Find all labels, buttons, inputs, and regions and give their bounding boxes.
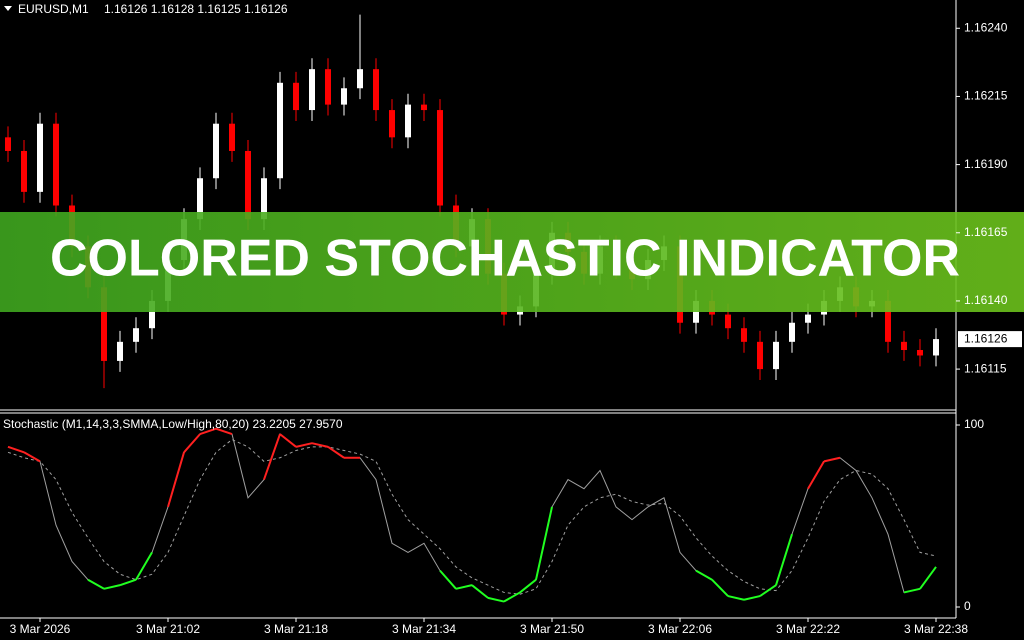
stoch-colored-segment (823, 456, 841, 463)
candle-body (389, 110, 395, 138)
candle-body (325, 69, 331, 105)
stoch-colored-segment (903, 587, 921, 594)
x-tick-label: 3 Mar 21:50 (520, 622, 584, 636)
candle-body (917, 350, 923, 356)
y-tick-label: 1.16140 (964, 293, 1008, 307)
stoch-colored-segment (807, 460, 825, 490)
y-tick-label: 1.16190 (964, 157, 1008, 171)
stoch-colored-segment (775, 533, 793, 586)
stoch-colored-segment (519, 578, 537, 594)
candle-body (117, 341, 123, 361)
y-tick-label: 0 (964, 599, 971, 613)
y-tick-label: 100 (964, 417, 984, 431)
stoch-colored-segment (535, 506, 553, 580)
x-tick-label: 3 Mar 21:02 (136, 622, 200, 636)
stoch-colored-segment (199, 427, 217, 436)
candle-body (197, 178, 203, 220)
candle-body (213, 123, 219, 179)
candle-body (789, 322, 795, 342)
candle-body (21, 150, 27, 192)
stoch-colored-segment (215, 427, 233, 436)
stoch-colored-segment (503, 591, 521, 603)
ohlc: 1.16126 1.16128 1.16125 1.16126 (104, 2, 288, 16)
y-tick-label: 1.16165 (964, 225, 1008, 239)
candle-body (757, 341, 763, 370)
candle-body (805, 314, 811, 323)
last-price-label: 1.16126 (964, 331, 1008, 345)
stoch-colored-segment (487, 596, 505, 603)
candle-body (373, 69, 379, 111)
dropdown-icon (4, 6, 12, 11)
x-tick-label: 3 Mar 22:22 (776, 622, 840, 636)
stoch-colored-segment (759, 584, 777, 597)
candle-body (309, 69, 315, 111)
candle-body (53, 123, 59, 206)
candle-body (933, 339, 939, 356)
candle-body (901, 341, 907, 351)
candle-body (341, 88, 347, 105)
y-tick-label: 1.16115 (964, 361, 1007, 375)
stoch-colored-segment (263, 433, 281, 480)
y-tick-label: 1.16240 (964, 20, 1008, 34)
stoch-colored-segment (295, 442, 313, 448)
candle-body (293, 82, 299, 111)
candle-body (405, 104, 411, 138)
y-tick-label: 1.16215 (964, 89, 1008, 103)
stoch-colored-segment (23, 451, 41, 463)
stoch-colored-segment (695, 569, 713, 581)
stoch-colored-segment (167, 452, 185, 508)
stoch-colored-segment (311, 442, 329, 448)
stoch-colored-segment (455, 584, 473, 590)
candle-body (885, 300, 891, 342)
stoch-colored-segment (471, 584, 489, 599)
x-tick-label: 3 Mar 2026 (10, 622, 71, 636)
candle-body (245, 150, 251, 220)
candle-body (229, 123, 235, 151)
stoch-colored-segment (439, 569, 457, 590)
x-tick-label: 3 Mar 21:18 (264, 622, 328, 636)
stoch-colored-segment (327, 446, 345, 459)
candle-body (133, 328, 139, 342)
candle-body (101, 287, 107, 361)
x-tick-label: 3 Mar 22:06 (648, 622, 712, 636)
banner-text: COLORED STOCHASTIC INDICATOR (50, 230, 960, 288)
candle-body (149, 300, 155, 329)
stoch-line (7, 438, 937, 595)
stoch-colored-segment (119, 578, 137, 587)
stoch-colored-segment (279, 433, 297, 448)
candle-body (437, 110, 443, 206)
stoch-colored-segment (183, 433, 201, 453)
candle-body (725, 314, 731, 329)
x-tick-label: 3 Mar 21:34 (392, 622, 456, 636)
indicator-title: Stochastic (M1,14,3,3,SMMA,Low/High,80,2… (3, 417, 343, 431)
stoch-colored-segment (711, 579, 729, 597)
candle-body (421, 104, 427, 111)
stoch-colored-segment (103, 584, 121, 590)
stoch-colored-segment (87, 578, 105, 590)
candle-body (261, 178, 267, 220)
symbol: EURUSD,M1 (18, 2, 89, 16)
last-price-box (958, 331, 1022, 348)
stoch-colored-segment (727, 595, 745, 601)
stoch-colored-segment (743, 595, 761, 601)
candle-body (741, 328, 747, 342)
candle-body (5, 137, 11, 151)
x-tick-label: 3 Mar 22:38 (904, 622, 968, 636)
candle-body (357, 69, 363, 89)
stoch-colored-segment (135, 551, 153, 581)
candle-body (277, 82, 283, 179)
banner-bg (0, 212, 1024, 312)
stoch-colored-segment (919, 566, 937, 590)
candle-body (773, 341, 779, 370)
candle-body (37, 123, 43, 192)
stoch-colored-segment (7, 445, 25, 454)
